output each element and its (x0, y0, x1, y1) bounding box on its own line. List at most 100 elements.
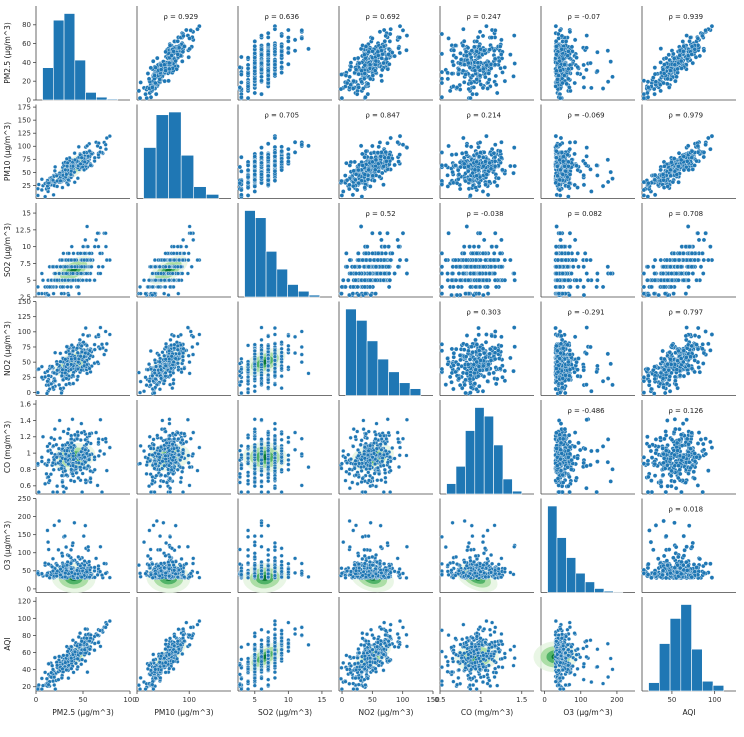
scatter-point (186, 54, 191, 60)
scatter-point (252, 184, 258, 189)
scatter-point (467, 65, 473, 70)
scatter-point (461, 26, 466, 32)
hist-bar (143, 147, 157, 199)
scatter-point (608, 271, 613, 276)
y-tick-label: 5 (27, 277, 31, 285)
hist-bar (42, 67, 54, 101)
correlation-label: ρ = 0.082 (567, 210, 602, 218)
scatter-point (392, 162, 397, 168)
scatter-point (373, 277, 378, 283)
scatter-point (368, 292, 374, 298)
scatter-point (439, 182, 445, 187)
scatter-point (469, 48, 475, 53)
scatter-point (553, 133, 559, 139)
scatter-point (157, 264, 162, 269)
scatter-point (57, 382, 62, 387)
scatter-point (381, 182, 386, 187)
scatter-point (49, 381, 54, 386)
scatter-point (608, 169, 613, 175)
scatter-point (138, 80, 143, 85)
scatter-point (493, 82, 499, 88)
scatter-point (383, 251, 389, 256)
scatter-point (584, 145, 590, 150)
scatter-point (43, 194, 48, 199)
scatter-point (340, 277, 346, 283)
scatter-point (445, 277, 451, 283)
scatter-point (392, 271, 397, 276)
scatter-point (368, 155, 374, 160)
scatter-point (60, 185, 65, 190)
scatter-point (554, 224, 559, 229)
scatter-point (562, 163, 567, 169)
scatter-point (351, 78, 357, 84)
scatter-point (385, 230, 390, 236)
scatter-point (306, 46, 311, 52)
scatter-point (554, 44, 559, 49)
scatter-point (665, 277, 670, 283)
scatter-point (79, 155, 84, 160)
scatter-point (666, 52, 672, 58)
scatter-point (701, 48, 707, 53)
scatter-point (600, 86, 606, 91)
scatter-point (567, 244, 573, 249)
scatter-point (605, 79, 611, 84)
scatter-point (511, 74, 516, 79)
scatter-point (460, 271, 466, 276)
scatter-point (445, 76, 451, 82)
scatter-point (353, 172, 359, 177)
scatter-point (660, 271, 666, 276)
scatter-point (286, 159, 291, 164)
scatter-point (453, 152, 459, 157)
scatter-point (186, 257, 191, 263)
scatter-point (70, 164, 76, 169)
scatter-point (468, 144, 474, 150)
scatter-point (377, 29, 383, 35)
scatter-point (679, 271, 684, 276)
scatter-point (512, 277, 517, 283)
scatter-point (499, 139, 504, 145)
scatter-point (672, 257, 678, 263)
scatter-point (72, 151, 77, 156)
scatter-point (468, 95, 473, 101)
panel-so2-co: ρ = -0.038 (439, 203, 534, 298)
scatter-point (66, 251, 71, 256)
scatter-point (483, 182, 488, 187)
scatter-point (700, 251, 705, 256)
scatter-point (668, 284, 674, 290)
scatter-point (486, 71, 492, 76)
scatter-point (565, 152, 570, 158)
scatter-point (703, 142, 708, 147)
scatter-point (299, 36, 305, 41)
scatter-point (350, 192, 356, 198)
scatter-point (98, 325, 103, 330)
scatter-point (55, 368, 60, 373)
scatter-point (69, 257, 74, 263)
scatter-point (558, 68, 563, 73)
scatter-point (353, 177, 358, 183)
scatter-point (272, 135, 278, 141)
scatter-point (162, 291, 167, 296)
scatter-point (65, 160, 70, 165)
scatter-point (645, 194, 651, 199)
scatter-point (665, 184, 670, 189)
scatter-point (279, 64, 284, 70)
scatter-point (582, 251, 588, 256)
scatter-point (72, 157, 78, 162)
hist-bar (85, 92, 97, 101)
scatter-point (145, 284, 151, 290)
scatter-point (480, 155, 486, 160)
scatter-point (245, 55, 251, 60)
scatter-point (689, 264, 695, 270)
scatter-point (483, 159, 488, 164)
scatter-point (52, 168, 57, 173)
scatter-point (581, 292, 587, 298)
scatter-point (495, 257, 501, 263)
scatter-point (362, 277, 368, 283)
scatter-point (138, 291, 143, 296)
scatter-point (594, 163, 599, 168)
scatter-point (252, 55, 258, 60)
scatter-point (512, 163, 517, 169)
scatter-point (265, 30, 271, 36)
scatter-point (377, 140, 383, 145)
